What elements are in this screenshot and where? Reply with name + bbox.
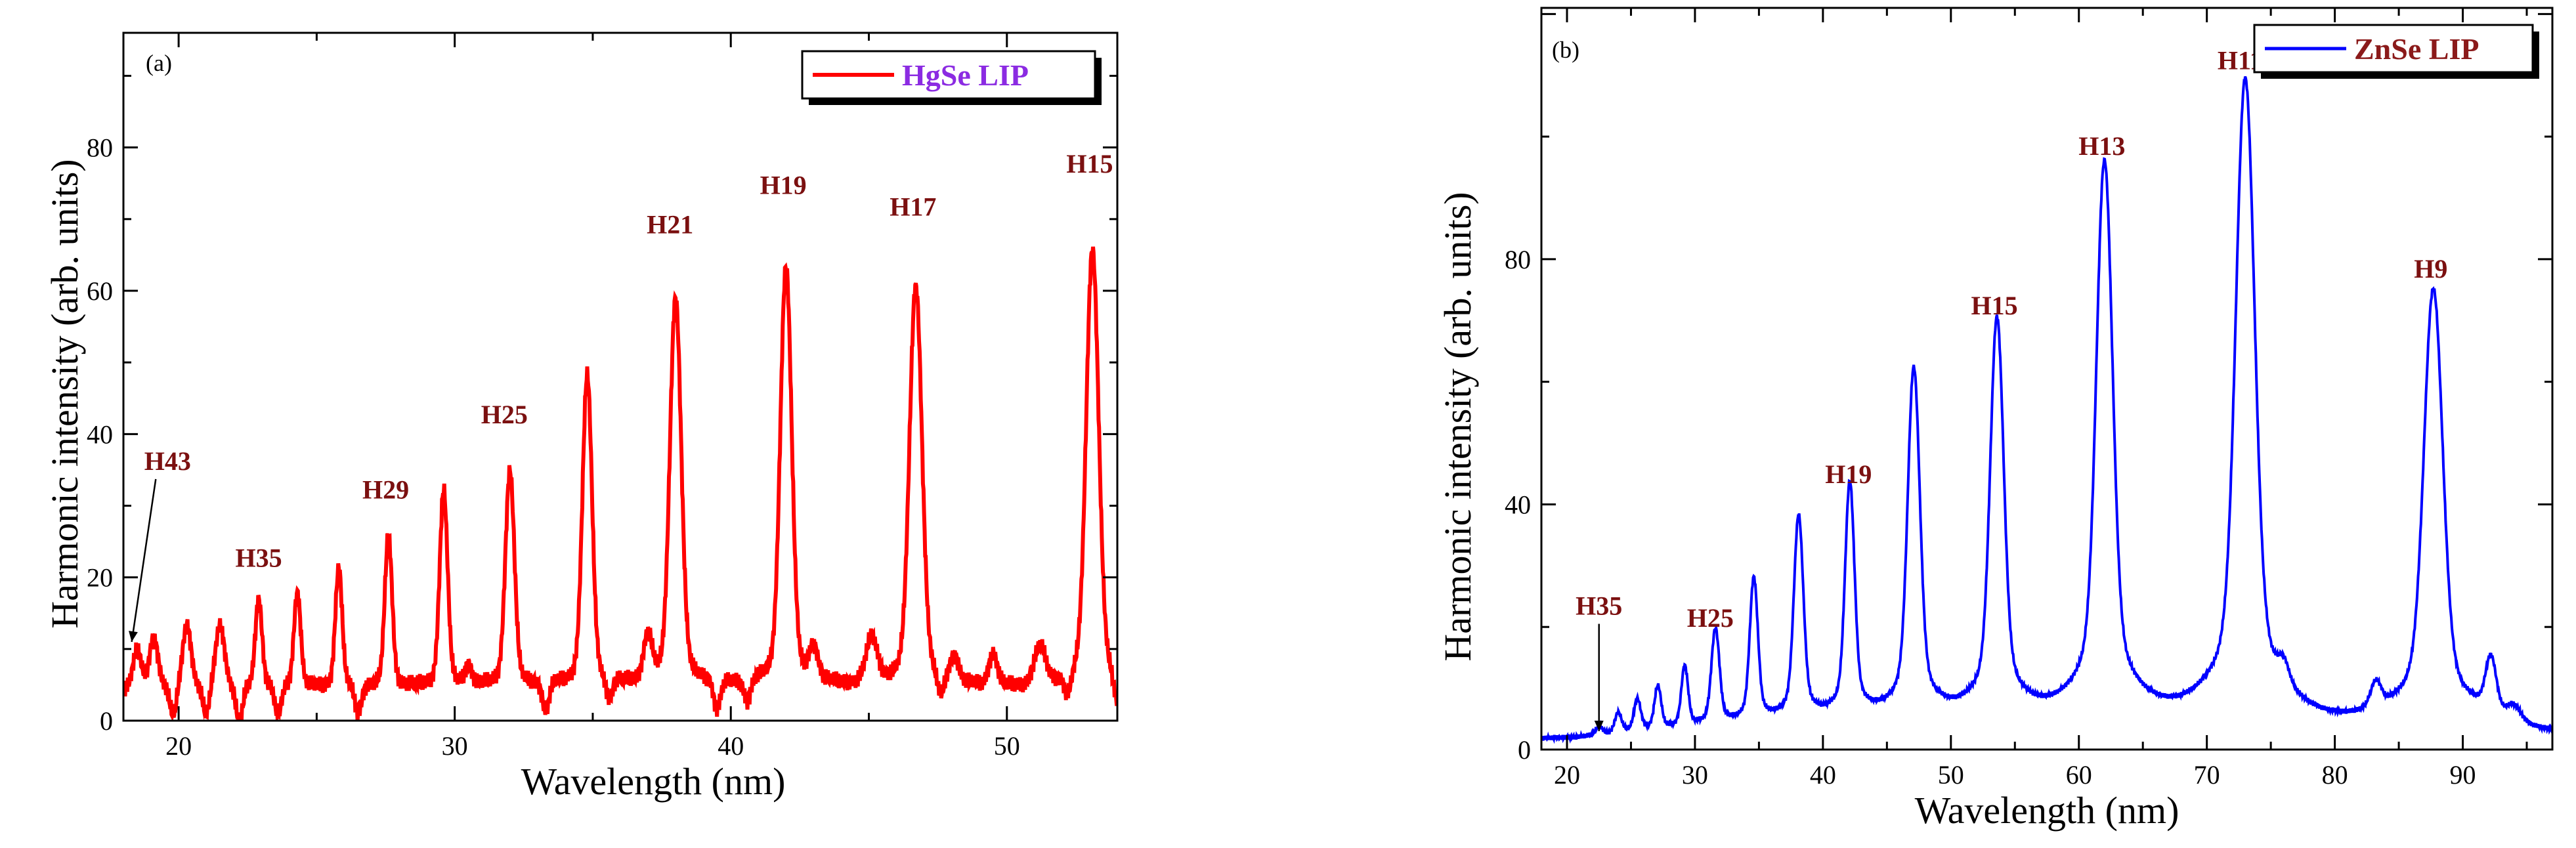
panel-a-x-axis-label: Wavelength (nm) — [521, 760, 786, 803]
panel-b-x-axis-label: Wavelength (nm) — [1915, 789, 2179, 832]
panel-b-y-tick-label: 40 — [1505, 490, 1531, 519]
panel-a-x-tick-label: 30 — [442, 731, 468, 761]
panel-a-series-line — [123, 246, 1117, 721]
panel-b-x-tick-label: 40 — [1810, 760, 1836, 790]
panel-a-y-tick-label: 0 — [100, 706, 113, 736]
panel-a-y-tick-label: 20 — [87, 563, 113, 593]
panel-a-harmonic-label: H21 — [647, 210, 693, 240]
panel-b-x-tick-label: 70 — [2194, 760, 2220, 790]
panel-b-y-tick-label: 80 — [1505, 245, 1531, 274]
panel-a-harmonic-label: H43 — [144, 446, 191, 476]
panel-a-x-tick-label: 20 — [165, 731, 192, 761]
panel-b-harmonic-label: H25 — [1687, 603, 1734, 633]
panel-b-x-tick-label: 20 — [1554, 760, 1580, 790]
panel-b-harmonic-label: H9 — [2414, 254, 2447, 284]
panel-a-harmonic-label: H15 — [1066, 149, 1113, 179]
panel-a-x-tick-label: 50 — [994, 731, 1020, 761]
panel-a-harmonic-label: H25 — [481, 400, 528, 429]
panel-b-label: (b) — [1552, 37, 1579, 63]
panel-a-harmonic-label: H19 — [760, 171, 807, 200]
panel-a-legend-label: HgSe LIP — [902, 58, 1029, 92]
panel-b-y-tick-label: 0 — [1518, 735, 1531, 765]
panel-a-harmonic-label: H35 — [236, 543, 282, 572]
panel-b-legend-label: ZnSe LIP — [2354, 32, 2479, 66]
panel-b-x-tick-label: 30 — [1682, 760, 1708, 790]
panel-a-harmonic-label: H17 — [890, 192, 936, 221]
panel-a-annotation-arrow — [131, 478, 157, 643]
panel-a-plot-frame — [122, 32, 1119, 722]
panel-b-harmonic-label: H13 — [2078, 131, 2125, 161]
panel-a-label: (a) — [146, 50, 172, 76]
panel-a-plot-area: 20 30 40 50 0 20 40 60 80 H43 H35 H29 H25 H21 H19 H17 H1… — [87, 32, 1119, 761]
panel-b-x-tick-label: 90 — [2450, 760, 2476, 790]
panel-b-series-line — [1541, 75, 2552, 744]
panel-b-harmonic-label: H19 — [1825, 459, 1872, 489]
panel-a-y-tick-label: 40 — [87, 419, 113, 449]
panel-b-y-axis-label: Harmonic intensity (arb. units) — [1436, 192, 1479, 661]
panel-a-y-tick-label: 60 — [87, 276, 113, 306]
panel-a-x-tick-label: 40 — [718, 731, 744, 761]
panel-a-y-tick-label: 80 — [87, 133, 113, 163]
panel-a-legend: HgSe LIP — [801, 50, 1102, 105]
panel-b-harmonic-label: H35 — [1576, 591, 1622, 621]
panel-b-x-tick-label: 50 — [1938, 760, 1964, 790]
panel-a-annotation-arrowhead — [129, 631, 138, 642]
panel-a-y-axis-label: Harmonic intensity (arb. units) — [43, 159, 86, 628]
panel-b-plot-frame — [1540, 7, 2554, 751]
panel-b-x-tick-label: 80 — [2322, 760, 2348, 790]
panel-b-harmonic-label: H15 — [1971, 291, 2018, 320]
panel-b-x-tick-label: 60 — [2066, 760, 2092, 790]
panel-b-legend: ZnSe LIP — [2253, 24, 2539, 79]
panel-a-harmonic-label: H29 — [362, 475, 409, 505]
panel-b-annotation-arrowhead — [1594, 720, 1604, 731]
